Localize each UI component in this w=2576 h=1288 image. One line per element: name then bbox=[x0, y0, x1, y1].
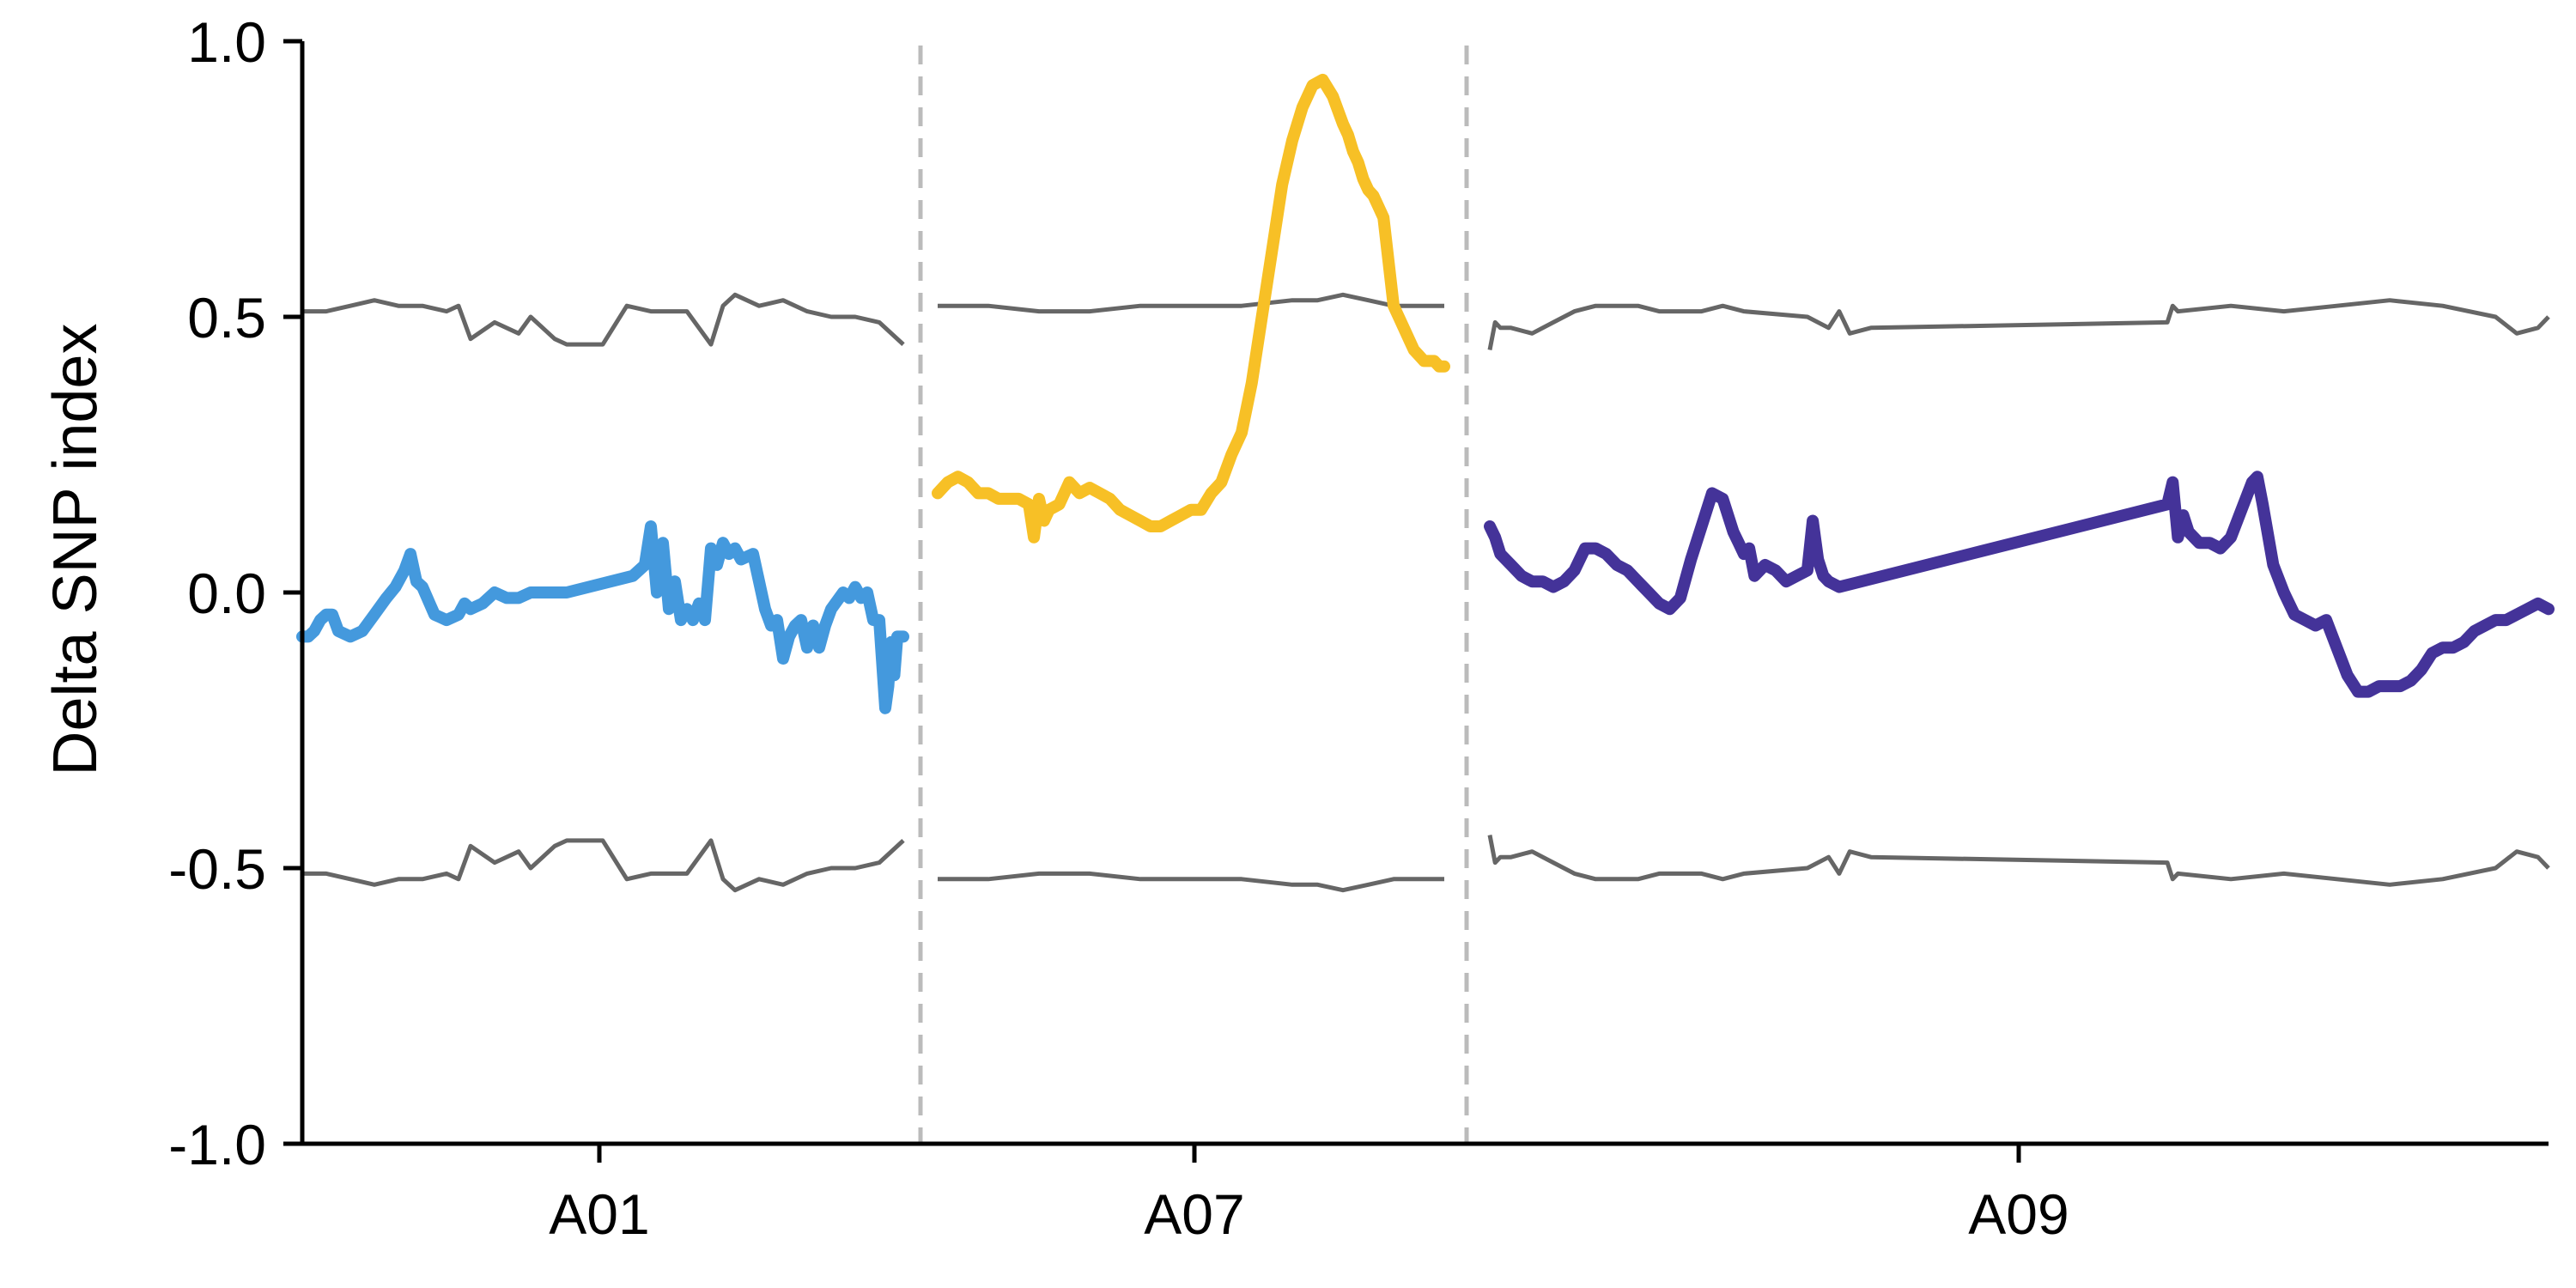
y-tick-label: 0.0 bbox=[187, 562, 266, 625]
x-tick-label-a09: A09 bbox=[1968, 1182, 2069, 1246]
upper-threshold-line-a07 bbox=[938, 292, 1444, 314]
upper-threshold-line-a01 bbox=[302, 292, 905, 347]
y-tick-label: 1.0 bbox=[187, 10, 266, 74]
x-tick-label-a07: A07 bbox=[1144, 1182, 1244, 1246]
axes bbox=[300, 41, 2549, 1146]
series-line-a07 bbox=[932, 73, 1450, 544]
threshold-lines bbox=[302, 292, 2550, 893]
x-axis-ticks: A01 A07 A09 bbox=[549, 1144, 2069, 1246]
y-tick-label: 0.5 bbox=[187, 286, 266, 349]
y-axis-label: Delta SNP index bbox=[41, 324, 110, 776]
series-line-a09 bbox=[1484, 471, 2555, 698]
chromosome-series bbox=[296, 73, 2555, 714]
series-line-a01 bbox=[296, 520, 909, 714]
lower-threshold-line-a07 bbox=[938, 871, 1444, 893]
upper-threshold-line-a09 bbox=[1487, 298, 2550, 350]
lower-threshold-line-a01 bbox=[302, 838, 905, 893]
x-tick-label-a01: A01 bbox=[549, 1182, 649, 1246]
y-tick-label: -1.0 bbox=[168, 1113, 266, 1176]
chromosome-separators bbox=[918, 46, 1469, 1144]
lower-threshold-line-a09 bbox=[1487, 835, 2550, 887]
y-tick-label: -0.5 bbox=[168, 837, 266, 901]
y-axis-ticks: -1.0 -0.5 0.0 0.5 1.0 bbox=[168, 10, 302, 1176]
